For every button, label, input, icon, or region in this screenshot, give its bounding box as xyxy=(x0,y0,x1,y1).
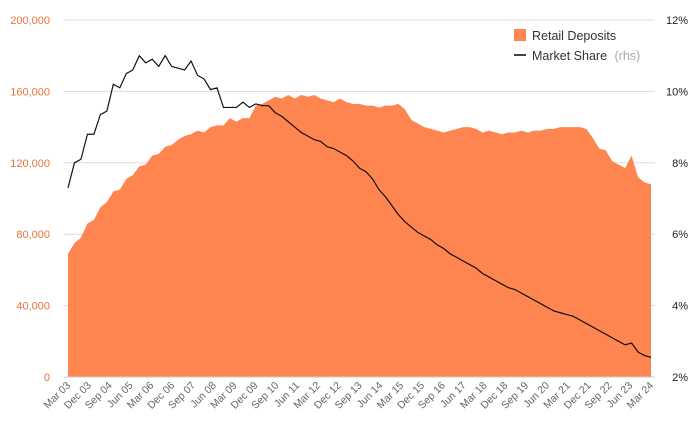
left-axis-tick: 80,000 xyxy=(16,229,50,241)
legend-label-retail-deposits: Retail Deposits xyxy=(532,29,616,43)
left-axis-tick: 200,000 xyxy=(10,15,50,27)
market-share-line xyxy=(67,54,652,358)
right-axis-ticks: 2% 4% 6% 8% 10% 12% xyxy=(666,15,688,384)
left-axis-tick: 0 xyxy=(44,372,50,384)
right-axis-tick: 4% xyxy=(672,301,688,313)
right-axis-tick: 6% xyxy=(672,229,688,241)
right-axis-tick: 12% xyxy=(666,15,688,27)
left-axis-tick: 120,000 xyxy=(10,158,50,170)
legend-label-market-share: Market Share (rhs) xyxy=(532,49,640,63)
right-axis-tick: 2% xyxy=(672,372,688,384)
left-axis-tick: 160,000 xyxy=(10,86,50,98)
legend-market-share-axis-note: (rhs) xyxy=(615,49,641,63)
retail-deposits-area xyxy=(68,94,651,377)
legend-market-share-name: Market Share xyxy=(532,49,607,63)
legend-swatch-retail-deposits xyxy=(514,29,526,41)
right-axis-tick: 8% xyxy=(672,158,688,170)
left-axis-tick: 40,000 xyxy=(16,301,50,313)
left-axis-ticks: 0 40,000 80,000 120,000 160,000 200,000 xyxy=(10,15,50,384)
legend: Retail Deposits Market Share (rhs) xyxy=(514,29,640,63)
right-axis-tick: 10% xyxy=(666,86,688,98)
